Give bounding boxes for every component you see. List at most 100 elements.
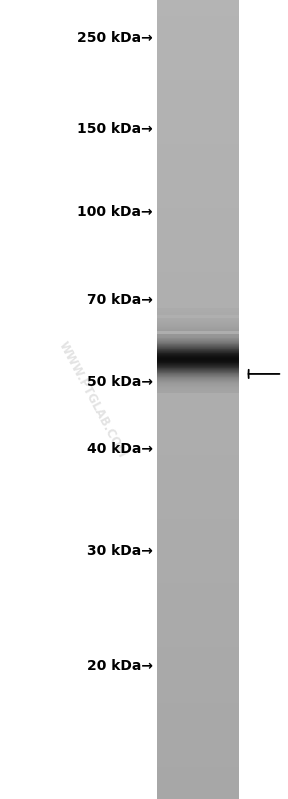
Bar bbox=[157, 352, 239, 353]
Bar bbox=[157, 387, 239, 388]
Bar bbox=[157, 389, 239, 390]
Bar bbox=[157, 371, 239, 372]
Bar bbox=[157, 631, 239, 639]
Bar bbox=[157, 325, 239, 326]
Bar bbox=[157, 527, 239, 535]
Bar bbox=[157, 280, 239, 288]
Bar bbox=[157, 368, 239, 376]
Bar bbox=[157, 543, 239, 551]
Bar bbox=[157, 388, 239, 389]
Bar bbox=[157, 329, 239, 330]
Bar bbox=[157, 392, 239, 393]
Bar bbox=[157, 455, 239, 463]
Bar bbox=[157, 364, 239, 365]
Bar bbox=[157, 80, 239, 88]
Bar bbox=[157, 599, 239, 607]
Bar bbox=[157, 360, 239, 368]
Bar bbox=[157, 535, 239, 543]
Bar bbox=[157, 168, 239, 176]
Bar bbox=[157, 328, 239, 336]
Bar bbox=[157, 363, 239, 364]
Bar bbox=[157, 368, 239, 369]
Bar bbox=[157, 364, 239, 365]
Bar bbox=[157, 719, 239, 727]
Bar bbox=[157, 583, 239, 591]
Bar bbox=[157, 348, 239, 349]
Bar bbox=[157, 559, 239, 567]
Bar bbox=[157, 308, 239, 309]
Bar bbox=[157, 316, 239, 317]
Bar bbox=[157, 347, 239, 348]
Bar bbox=[157, 8, 239, 16]
Bar bbox=[157, 379, 239, 380]
Bar bbox=[157, 663, 239, 671]
Bar bbox=[157, 352, 239, 353]
Bar bbox=[157, 376, 239, 377]
Bar bbox=[157, 320, 239, 328]
Bar bbox=[157, 348, 239, 349]
Bar bbox=[157, 24, 239, 32]
Bar bbox=[157, 321, 239, 322]
Bar bbox=[157, 389, 239, 390]
Bar bbox=[157, 136, 239, 144]
Bar bbox=[157, 216, 239, 224]
Bar bbox=[157, 345, 239, 346]
Text: 50 kDa→: 50 kDa→ bbox=[87, 375, 153, 389]
Bar bbox=[157, 128, 239, 136]
Bar bbox=[157, 400, 239, 407]
Bar bbox=[157, 392, 239, 400]
Bar bbox=[157, 471, 239, 479]
Bar bbox=[157, 342, 239, 343]
Bar bbox=[157, 727, 239, 735]
Bar bbox=[157, 184, 239, 192]
Bar bbox=[157, 385, 239, 386]
Bar bbox=[157, 309, 239, 310]
Bar bbox=[157, 365, 239, 366]
Bar bbox=[157, 322, 239, 323]
Bar bbox=[157, 375, 239, 376]
Bar bbox=[157, 319, 239, 320]
Bar bbox=[157, 361, 239, 362]
Bar bbox=[157, 382, 239, 383]
Bar bbox=[157, 272, 239, 280]
Bar bbox=[157, 331, 239, 332]
Bar bbox=[157, 64, 239, 72]
Bar bbox=[157, 357, 239, 358]
Bar bbox=[157, 743, 239, 751]
Bar bbox=[157, 326, 239, 327]
Bar bbox=[157, 519, 239, 527]
Bar bbox=[157, 373, 239, 374]
Bar bbox=[157, 344, 239, 345]
Bar bbox=[157, 88, 239, 96]
Bar bbox=[157, 775, 239, 783]
Bar bbox=[157, 324, 239, 325]
Bar bbox=[157, 711, 239, 719]
Bar bbox=[157, 383, 239, 384]
Bar bbox=[157, 337, 239, 338]
Text: 250 kDa→: 250 kDa→ bbox=[77, 31, 153, 46]
Bar bbox=[157, 387, 239, 388]
Bar bbox=[157, 386, 239, 387]
Bar bbox=[157, 381, 239, 382]
Bar bbox=[157, 372, 239, 373]
Bar bbox=[157, 338, 239, 339]
Bar bbox=[157, 296, 239, 304]
Bar bbox=[157, 354, 239, 355]
Bar bbox=[157, 388, 239, 389]
Text: 40 kDa→: 40 kDa→ bbox=[87, 442, 153, 456]
Bar bbox=[157, 120, 239, 128]
Bar bbox=[157, 695, 239, 703]
Bar bbox=[157, 0, 239, 8]
Bar bbox=[157, 355, 239, 356]
Bar bbox=[157, 439, 239, 447]
Bar bbox=[157, 374, 239, 375]
Bar bbox=[157, 362, 239, 363]
Bar bbox=[157, 362, 239, 363]
Bar bbox=[157, 0, 239, 799]
Bar bbox=[157, 48, 239, 56]
Bar bbox=[157, 318, 239, 319]
Bar bbox=[157, 360, 239, 361]
Bar bbox=[157, 687, 239, 695]
Bar bbox=[157, 391, 239, 392]
Bar bbox=[157, 339, 239, 340]
